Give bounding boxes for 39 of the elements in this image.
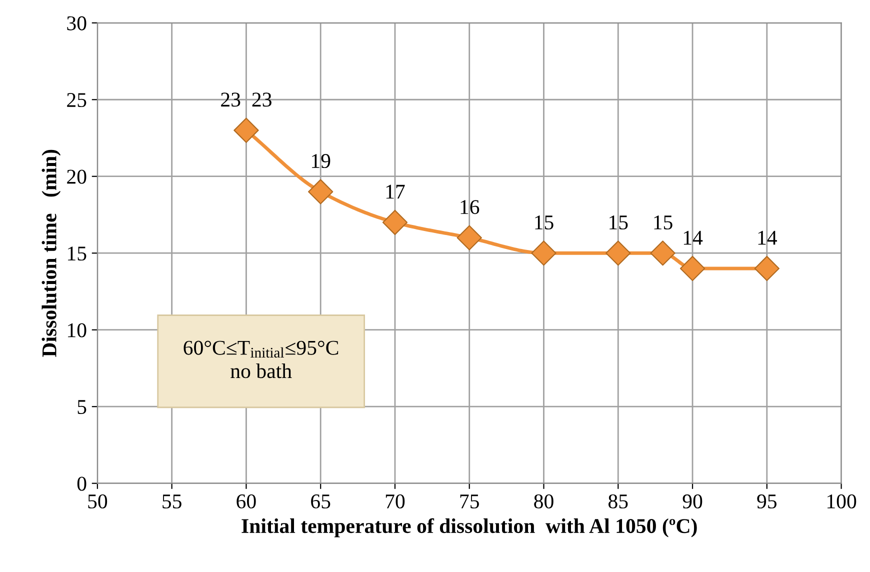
annotation: 60°C≤T$_{initial}$≤95°C no bath <box>184 340 338 378</box>
y-tick-label: 30 <box>67 16 86 30</box>
y-axis-title: Dissolution time (min) <box>42 150 61 357</box>
data-label: 15 <box>610 215 628 230</box>
y-tick-label: 15 <box>68 246 86 261</box>
y-tick-label: 0 <box>77 476 86 491</box>
point <box>308 179 334 204</box>
point <box>650 240 676 266</box>
x-tick-label: 50 <box>88 494 108 508</box>
x-tick-label: 70 <box>386 494 405 508</box>
point <box>234 118 259 143</box>
y-tick-label: 10 <box>68 323 86 338</box>
data-label: 14 <box>684 230 703 245</box>
y-tick-label: 25 <box>67 93 86 108</box>
point <box>606 240 631 266</box>
data-label: 19 <box>312 154 330 168</box>
x-tick-label: 55 <box>162 494 182 508</box>
data-label: 15 <box>535 215 554 230</box>
point <box>456 225 482 250</box>
data-label: 16 <box>460 200 480 214</box>
x-tick-label: 100 <box>828 494 856 508</box>
y-tick-label: 5 <box>78 400 86 414</box>
x-tick-label: 95 <box>757 494 777 508</box>
point <box>680 256 706 282</box>
x-tick-label: 75 <box>460 494 479 508</box>
data-label: 23 23 <box>221 92 272 107</box>
x-tick-label: 80 <box>534 494 554 508</box>
data-label: 17 <box>386 184 405 199</box>
point <box>754 256 780 282</box>
y-tick-label: 20 <box>67 170 86 184</box>
data-label: 14 <box>758 230 777 245</box>
point <box>382 210 408 235</box>
data-label: 15 <box>654 215 672 230</box>
x-tick-label: 85 <box>608 494 628 508</box>
x-axis-title: Initial temperature of dissolution with Al 1050 (ºC) <box>242 518 697 538</box>
x-tick-label: 90 <box>682 494 702 508</box>
point <box>531 240 556 266</box>
x-tick-label: 60 <box>236 494 256 508</box>
x-tick-label: 65 <box>311 494 330 508</box>
